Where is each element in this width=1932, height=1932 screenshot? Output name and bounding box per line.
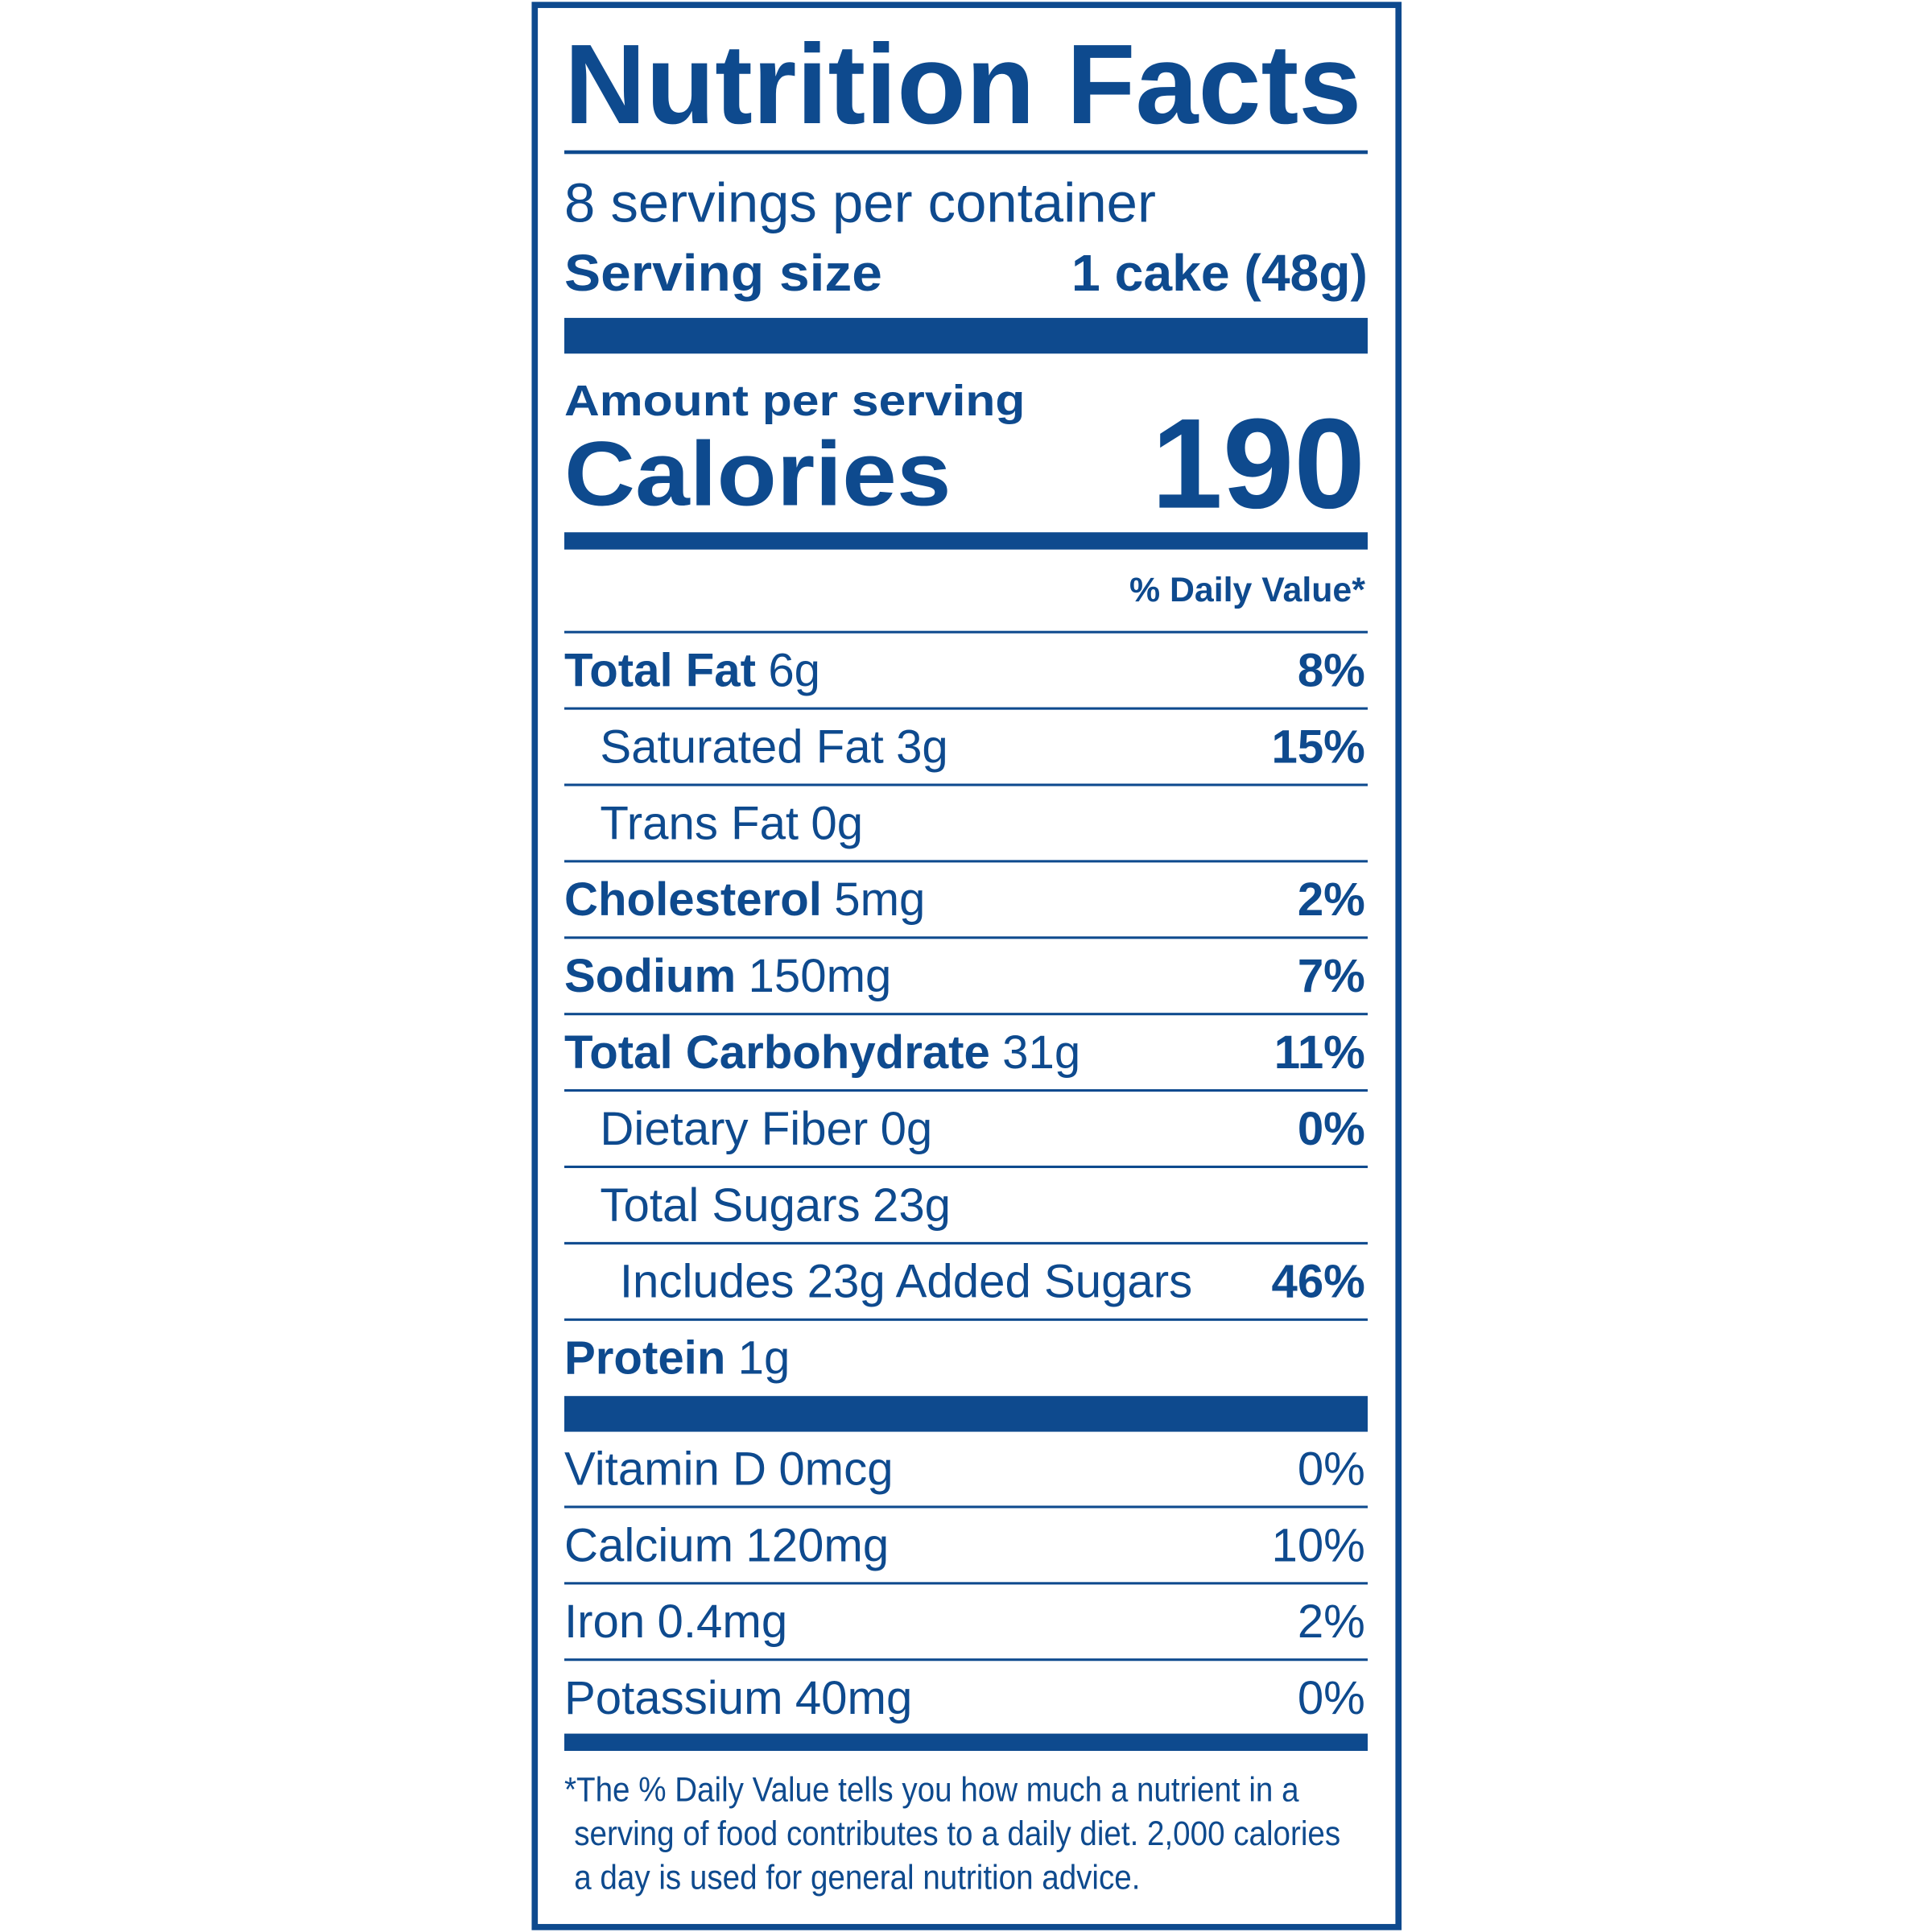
nutrient-amount: 0g	[811, 797, 863, 849]
nutrient-amount: 1g	[738, 1332, 791, 1385]
serving-size-value: 1 cake (48g)	[1071, 244, 1368, 302]
vitamin-label: Calcium 120mg	[564, 1519, 889, 1571]
nutrient-daily-value: 11%	[1274, 1026, 1365, 1079]
thick-bar	[564, 1396, 1368, 1432]
nutrient-amount: 5mg	[834, 873, 925, 926]
nutrient-label: Cholesterol 5mg	[564, 873, 925, 926]
rule	[564, 1582, 1368, 1585]
rule	[564, 1241, 1368, 1245]
nutrient-amount: 23g	[873, 1179, 951, 1232]
nutrient-label: Total Sugars 23g	[600, 1179, 951, 1232]
rule	[564, 150, 1368, 155]
nutrient-daily-value: 8%	[1298, 645, 1365, 697]
footnote: *The % Daily Value tells you how much a …	[564, 1770, 1340, 1897]
nutrient-daily-value: 15%	[1272, 720, 1365, 773]
nutrient-rows: Total Fat 6g 8% Saturated Fat 3g 15% Trans Fat…	[564, 645, 1368, 1385]
thick-bar	[564, 317, 1368, 354]
title: Nutrition Facts	[564, 21, 1361, 147]
vitamin-rows: Vitamin D 0mcg 0% Calcium 120mg 10% Iron 0.4mg 2…	[564, 1443, 1368, 1724]
vitamin-amount: 0.4mg	[658, 1596, 788, 1648]
medium-bar	[564, 532, 1368, 550]
vitamin-label: Vitamin D 0mcg	[564, 1443, 894, 1495]
serving-size-label: Serving size	[564, 244, 882, 302]
nutrient-name: Protein	[564, 1332, 725, 1385]
footnote-line: *The % Daily Value tells you how much a …	[564, 1770, 1299, 1809]
label-border	[531, 2, 1402, 1930]
nutrient-name: Total Sugars	[600, 1179, 860, 1232]
vitamin-amount: 120mg	[745, 1519, 889, 1571]
nutrient-amount: 31g	[1002, 1026, 1080, 1079]
nutrient-name: Total Carbohydrate	[564, 1026, 990, 1079]
rule	[564, 707, 1368, 710]
footnote-line: serving of food contributes to a daily d…	[574, 1814, 1340, 1852]
vitamin-name: Potassium	[564, 1672, 783, 1724]
vitamin-label: Iron 0.4mg	[564, 1596, 787, 1648]
rule	[564, 1505, 1368, 1509]
servings: 8 servings per container	[564, 172, 1156, 234]
nutrient-label: Protein 1g	[564, 1332, 790, 1385]
nutrient-name: Trans Fat	[600, 797, 799, 849]
nutrient-amount: 150mg	[749, 950, 892, 1002]
nutrient-daily-value: 2%	[1298, 873, 1365, 926]
vitamin-label: Potassium 40mg	[564, 1672, 912, 1724]
nutrient-label: Total Fat 6g	[564, 645, 820, 697]
nutrient-name: Includes 23g Added Sugars	[620, 1256, 1192, 1308]
rule	[564, 783, 1368, 786]
nutrient-amount: 0g	[881, 1103, 933, 1155]
nutrient-label: Total Carbohydrate 31g	[564, 1026, 1080, 1079]
vitamin-daily-value: 2%	[1298, 1596, 1365, 1648]
nutrient-label: Trans Fat 0g	[600, 797, 863, 849]
footnote-line: a day is used for general nutrition advi…	[574, 1858, 1140, 1897]
nutrient-name: Cholesterol	[564, 873, 822, 926]
rule	[564, 1089, 1368, 1092]
nutrient-daily-value: 0%	[1298, 1103, 1365, 1155]
calories-label: Calories	[564, 423, 952, 526]
vitamin-name: Calcium	[564, 1519, 733, 1571]
vitamin-amount: 0mcg	[778, 1443, 893, 1495]
nutrient-daily-value: 7%	[1298, 950, 1365, 1002]
vitamin-name: Iron	[564, 1596, 645, 1648]
nutrient-amount: 3g	[896, 720, 948, 773]
vitamin-daily-value: 0%	[1298, 1672, 1365, 1724]
nutrient-name: Dietary Fiber	[600, 1103, 868, 1155]
vitamin-daily-value: 10%	[1272, 1519, 1365, 1571]
rule	[564, 1165, 1368, 1169]
nutrient-amount: 6g	[768, 645, 820, 697]
rule	[564, 936, 1368, 939]
nutrient-label: Dietary Fiber 0g	[600, 1103, 932, 1155]
vitamin-amount: 40mg	[795, 1672, 912, 1724]
amount-per-serving: Amount per serving	[564, 378, 1025, 425]
nutrient-label: Sodium 150mg	[564, 950, 891, 1002]
nutrient-name: Saturated Fat	[600, 720, 883, 773]
rule	[564, 1318, 1368, 1321]
rule	[564, 630, 1368, 634]
calories-value: 190	[1151, 392, 1365, 535]
nutrient-daily-value: 46%	[1272, 1256, 1365, 1308]
daily-value-header: % Daily Value*	[1129, 571, 1365, 609]
vitamin-name: Vitamin D	[564, 1443, 766, 1495]
nutrient-label: Includes 23g Added Sugars	[620, 1256, 1192, 1308]
nutrient-label: Saturated Fat 3g	[600, 720, 947, 773]
rule	[564, 1013, 1368, 1016]
rule	[564, 860, 1368, 863]
rule	[564, 1658, 1368, 1662]
medium-bar	[564, 1733, 1368, 1751]
nutrient-name: Total Fat	[564, 645, 756, 697]
nutrient-name: Sodium	[564, 950, 736, 1002]
vitamin-daily-value: 0%	[1298, 1443, 1365, 1495]
